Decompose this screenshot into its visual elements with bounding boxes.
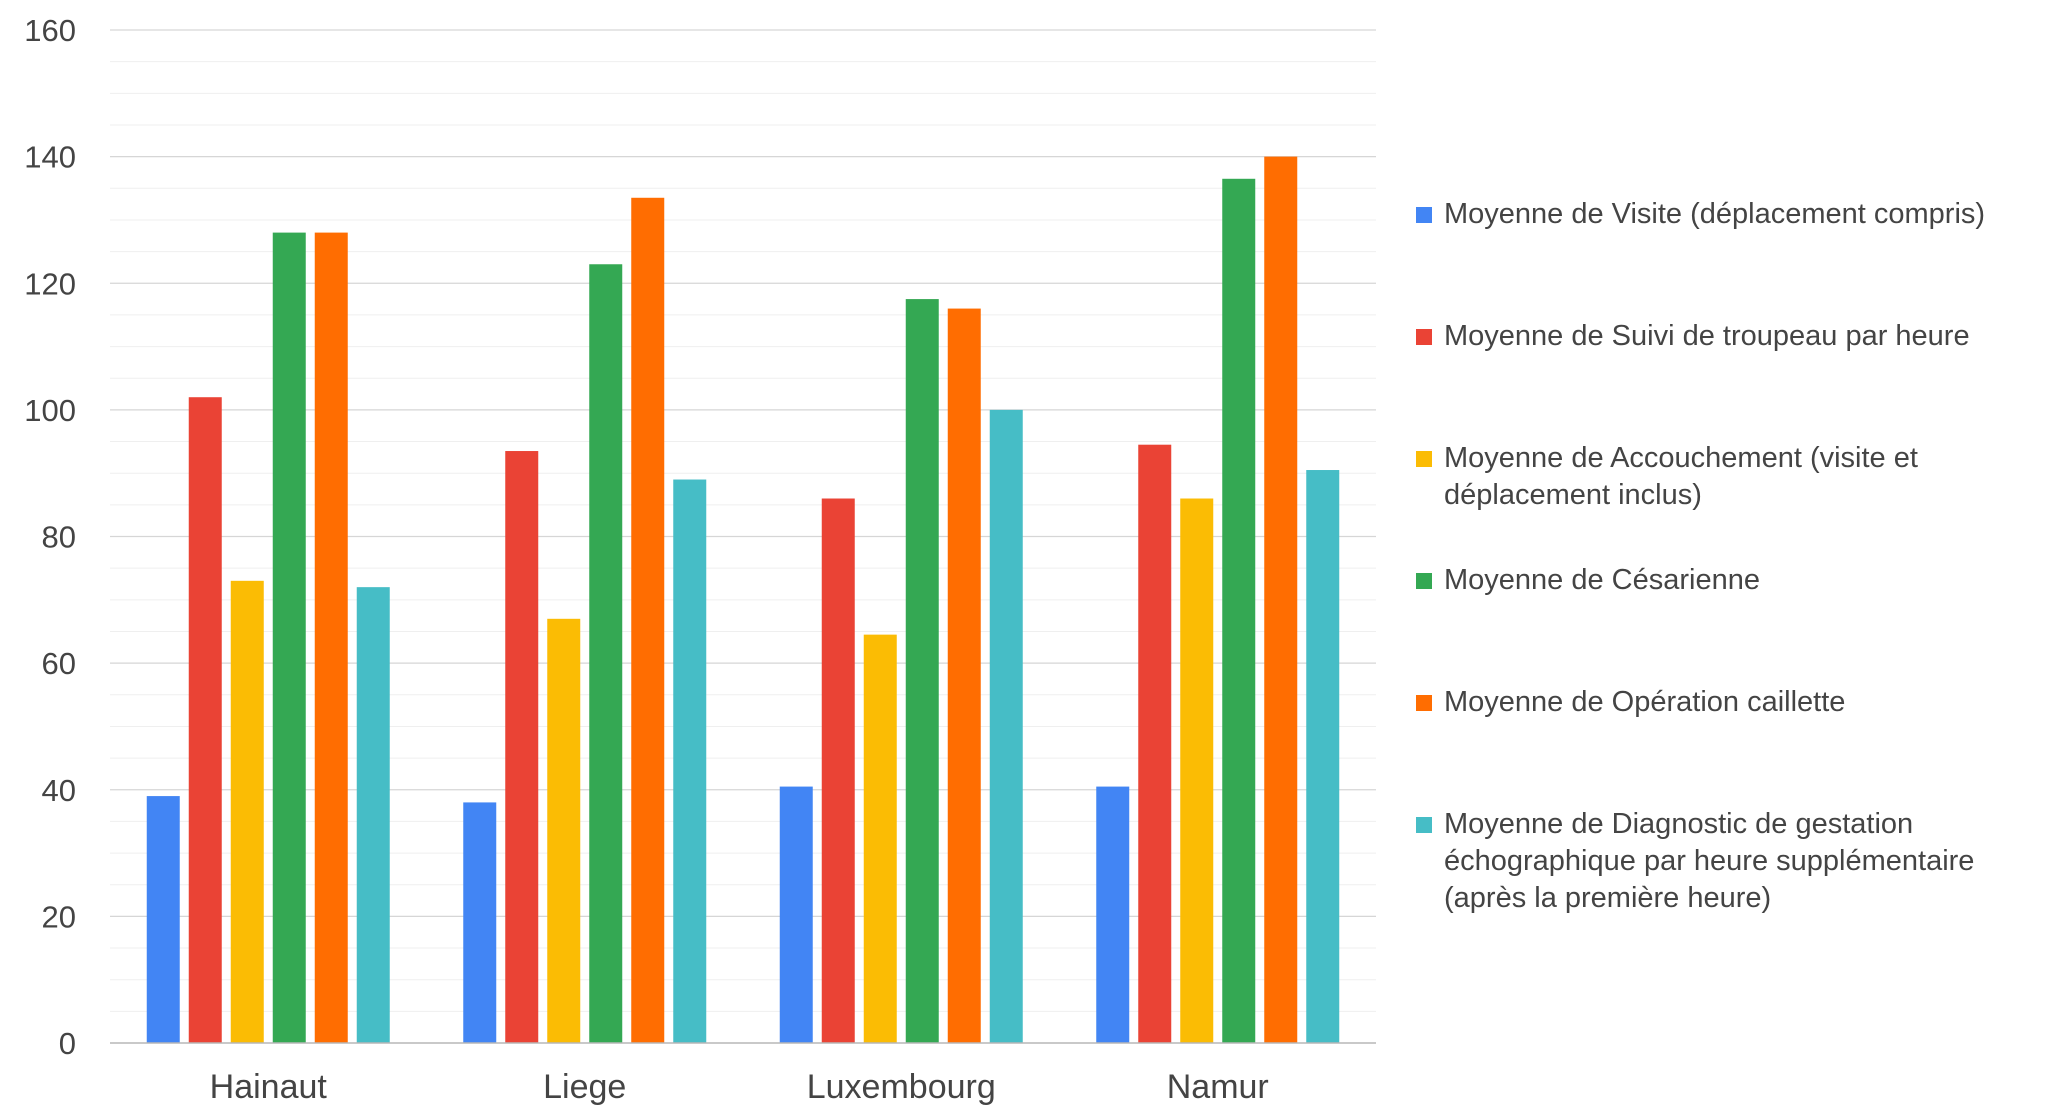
bar — [673, 479, 707, 1043]
bar — [631, 197, 665, 1043]
bar — [463, 802, 497, 1043]
legend-item: Moyenne de Diagnostic de gestation échog… — [1416, 806, 2041, 917]
legend-swatch — [1416, 695, 1432, 711]
x-category-label: Liege — [543, 1068, 626, 1106]
y-tick-label: 60 — [42, 646, 76, 681]
bar — [989, 409, 1023, 1043]
y-axis-ticks: 0 20 40 60 80 100 120 140 160 — [24, 13, 76, 1061]
legend-item: Moyenne de Suivi de troupeau par heure — [1416, 318, 2041, 355]
bar — [821, 498, 855, 1043]
x-axis-categories: Hainaut Liege Luxembourg Namur — [210, 1068, 1269, 1106]
legend-swatch — [1416, 329, 1432, 345]
bar — [314, 232, 348, 1044]
y-tick-label: 100 — [24, 393, 76, 428]
legend-label: Moyenne de Accouchement (visite et dépla… — [1444, 442, 1918, 511]
legend-label: Moyenne de Visite (déplacement compris) — [1444, 198, 1986, 230]
legend-item: Moyenne de Accouchement (visite et dépla… — [1416, 440, 2041, 514]
legend-label: Moyenne de Opération caillette — [1444, 686, 1846, 718]
y-tick-label: 20 — [42, 899, 76, 934]
bar — [1264, 156, 1298, 1043]
y-tick-label: 40 — [42, 773, 76, 808]
y-tick-label: 140 — [24, 140, 76, 175]
y-tick-label: 0 — [59, 1026, 76, 1061]
bar — [1180, 498, 1214, 1043]
bar — [779, 786, 813, 1043]
x-category-label: Hainaut — [210, 1068, 328, 1106]
bar — [1222, 178, 1256, 1044]
bar — [505, 451, 539, 1043]
legend-item: Moyenne de Césarienne — [1416, 562, 2041, 599]
bar — [947, 308, 981, 1043]
legend-label: Moyenne de Suivi de troupeau par heure — [1444, 320, 1970, 352]
legend-item: Moyenne de Visite (déplacement compris) — [1416, 196, 2041, 233]
legend-swatch — [1416, 573, 1432, 589]
legend-swatch — [1416, 817, 1432, 833]
bar — [188, 397, 222, 1043]
x-category-label: Luxembourg — [807, 1068, 996, 1106]
bar — [589, 264, 623, 1044]
legend-swatch — [1416, 451, 1432, 467]
bars — [146, 156, 1340, 1044]
bar — [1138, 444, 1172, 1043]
y-tick-label: 160 — [24, 13, 76, 48]
legend-swatch — [1416, 207, 1432, 223]
x-category-label: Namur — [1167, 1068, 1269, 1106]
bar — [905, 299, 939, 1043]
legend-label: Moyenne de Césarienne — [1444, 564, 1760, 596]
legend-label: Moyenne de Diagnostic de gestation échog… — [1444, 808, 1975, 914]
legend-item: Moyenne de Opération caillette — [1416, 684, 2041, 721]
y-tick-label: 80 — [42, 520, 76, 555]
bar — [272, 232, 306, 1044]
y-tick-label: 120 — [24, 266, 76, 301]
bar — [547, 618, 581, 1043]
bar — [146, 796, 180, 1043]
bar — [1306, 470, 1340, 1044]
bar — [1096, 786, 1130, 1043]
bar — [356, 587, 390, 1043]
bar — [230, 580, 264, 1043]
bar — [863, 634, 897, 1043]
